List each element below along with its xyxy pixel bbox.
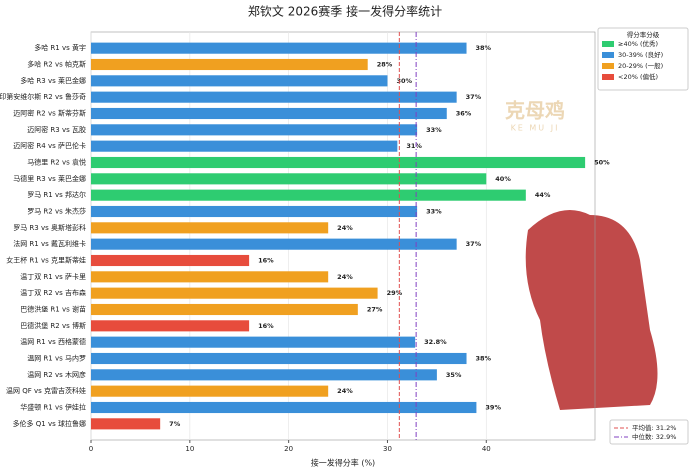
bar bbox=[91, 140, 398, 152]
y-tick-label: 罗马 R2 vs 朱杰莎 bbox=[27, 207, 86, 216]
y-tick-label: 华盛顿 R1 vs 伊娃拉 bbox=[20, 403, 86, 412]
value-label: 24% bbox=[337, 387, 353, 395]
bar bbox=[91, 107, 447, 120]
legend-label: <20% (偏低) bbox=[618, 72, 658, 81]
value-label: 33% bbox=[426, 208, 442, 216]
value-label: 30% bbox=[396, 77, 412, 85]
bar bbox=[91, 238, 457, 250]
y-tick-label: 迈阿密 R4 vs 萨巴伦卡 bbox=[13, 141, 86, 150]
y-tick-label: 迈阿密 R2 vs 斯蒂芬斯 bbox=[13, 109, 86, 118]
bar bbox=[91, 369, 437, 381]
bar bbox=[91, 75, 388, 87]
legend-label: ≥40% (优秀) bbox=[618, 39, 658, 48]
y-tick-label: 多伦多 Q1 vs 球拉鲁娜 bbox=[13, 419, 86, 428]
x-axis-label: 接一发得分率 (%) bbox=[311, 458, 375, 468]
legend-box bbox=[597, 27, 689, 91]
y-tick-label: 迈阿密 R3 vs 瓦胶 bbox=[27, 125, 86, 134]
bar bbox=[91, 91, 457, 103]
value-label: 31% bbox=[406, 142, 422, 150]
value-label: 40% bbox=[495, 175, 511, 183]
value-label: 29% bbox=[387, 289, 403, 297]
y-tick-label: 多哈 R3 vs 莱巴金娜 bbox=[20, 76, 86, 85]
value-label: 24% bbox=[337, 224, 353, 232]
y-tick-label: 马德里 R3 vs 莱巴金娜 bbox=[13, 174, 86, 183]
bar bbox=[91, 385, 329, 397]
x-tick-label: 10 bbox=[185, 445, 194, 453]
y-tick-label: 温网 QF vs 克雷吉茨科娃 bbox=[6, 386, 86, 395]
legend-label: 20-29% (一般) bbox=[618, 61, 663, 70]
value-label: 27% bbox=[367, 306, 383, 314]
bar bbox=[91, 352, 467, 365]
value-label: 24% bbox=[337, 273, 353, 281]
y-tick-label: 多哈 R2 vs 帕克斯 bbox=[27, 60, 86, 69]
bar bbox=[91, 320, 250, 332]
bar bbox=[91, 124, 418, 136]
x-tick-label: 40 bbox=[482, 445, 491, 453]
value-label: 50% bbox=[594, 159, 610, 167]
value-label: 38% bbox=[476, 44, 492, 52]
y-tick-label: 女王杯 R1 vs 克里斯蒂娃 bbox=[6, 256, 86, 265]
ref-legend-box bbox=[609, 419, 689, 445]
y-tick-label: 罗马 R1 vs 邦达尔 bbox=[27, 190, 86, 199]
y-tick-label: 温丁双 R1 vs 萨卡里 bbox=[20, 272, 86, 281]
bar bbox=[91, 401, 477, 414]
player-photo bbox=[525, 210, 658, 410]
y-tick-label: 法网 R1 vs 戴瓦利维卡 bbox=[13, 239, 86, 248]
bar bbox=[91, 287, 378, 299]
value-label: 37% bbox=[466, 240, 482, 248]
bar bbox=[91, 173, 487, 185]
bar bbox=[91, 205, 418, 218]
ref-legend-label: 中位数: 32.9% bbox=[632, 432, 676, 441]
legend-label: 30-39% (良好) bbox=[618, 50, 663, 59]
ref-legend-label: 平均值: 31.2% bbox=[632, 423, 676, 432]
y-tick-label: 巴德洪堡 R2 vs 博斯 bbox=[20, 321, 86, 330]
y-tick-label: 多哈 R1 vs 黄宇 bbox=[34, 43, 86, 52]
value-label: 32.8% bbox=[424, 338, 447, 346]
bar bbox=[91, 189, 526, 201]
value-label: 39% bbox=[485, 404, 501, 412]
watermark-sub: KE MU JI bbox=[511, 124, 560, 133]
legend-swatch bbox=[602, 41, 614, 47]
value-label: 33% bbox=[426, 126, 442, 134]
legend-swatch bbox=[602, 74, 614, 80]
value-label: 37% bbox=[466, 93, 482, 101]
bar bbox=[91, 156, 586, 169]
bar bbox=[91, 418, 161, 430]
y-tick-label: 温网 R2 vs 木网彦 bbox=[27, 370, 86, 379]
bar bbox=[91, 58, 368, 71]
y-tick-label: 温网 R1 vs 西格蒙德 bbox=[20, 337, 86, 346]
bar bbox=[91, 254, 250, 267]
legend-swatch bbox=[602, 52, 614, 58]
value-label: 7% bbox=[169, 420, 181, 428]
bar bbox=[91, 222, 329, 234]
chart-title: 郑钦文 2026赛季 接一发得分率统计 bbox=[248, 4, 442, 19]
value-label: 16% bbox=[258, 257, 274, 265]
value-label: 36% bbox=[456, 110, 472, 118]
y-tick-label: 罗马 R3 vs 奥斯塔彭科 bbox=[13, 223, 86, 232]
bar bbox=[91, 336, 416, 348]
watermark: 克母鸡 bbox=[505, 99, 565, 123]
value-label: 44% bbox=[535, 191, 551, 199]
legend-title: 得分率分级 bbox=[627, 30, 660, 39]
value-label: 35% bbox=[446, 371, 462, 379]
y-tick-label: 温丁双 R2 vs 吉布森 bbox=[20, 288, 86, 297]
x-tick-label: 30 bbox=[383, 445, 392, 453]
legend-swatch bbox=[602, 63, 614, 69]
value-label: 28% bbox=[377, 61, 393, 69]
bar bbox=[91, 42, 467, 54]
x-tick-label: 20 bbox=[284, 445, 293, 453]
y-tick-label: 印第安维尔斯 R2 vs 鲁莎奇 bbox=[0, 92, 86, 101]
value-label: 16% bbox=[258, 322, 274, 330]
y-tick-label: 温网 R1 vs 马内罗 bbox=[27, 354, 86, 363]
value-label: 38% bbox=[476, 355, 492, 363]
bar bbox=[91, 271, 329, 283]
y-tick-label: 巴德洪堡 R1 vs 谢苗 bbox=[20, 305, 86, 314]
y-tick-label: 马德里 R2 vs 袁悦 bbox=[27, 158, 86, 167]
bar bbox=[91, 303, 358, 316]
x-tick-label: 0 bbox=[89, 445, 93, 453]
